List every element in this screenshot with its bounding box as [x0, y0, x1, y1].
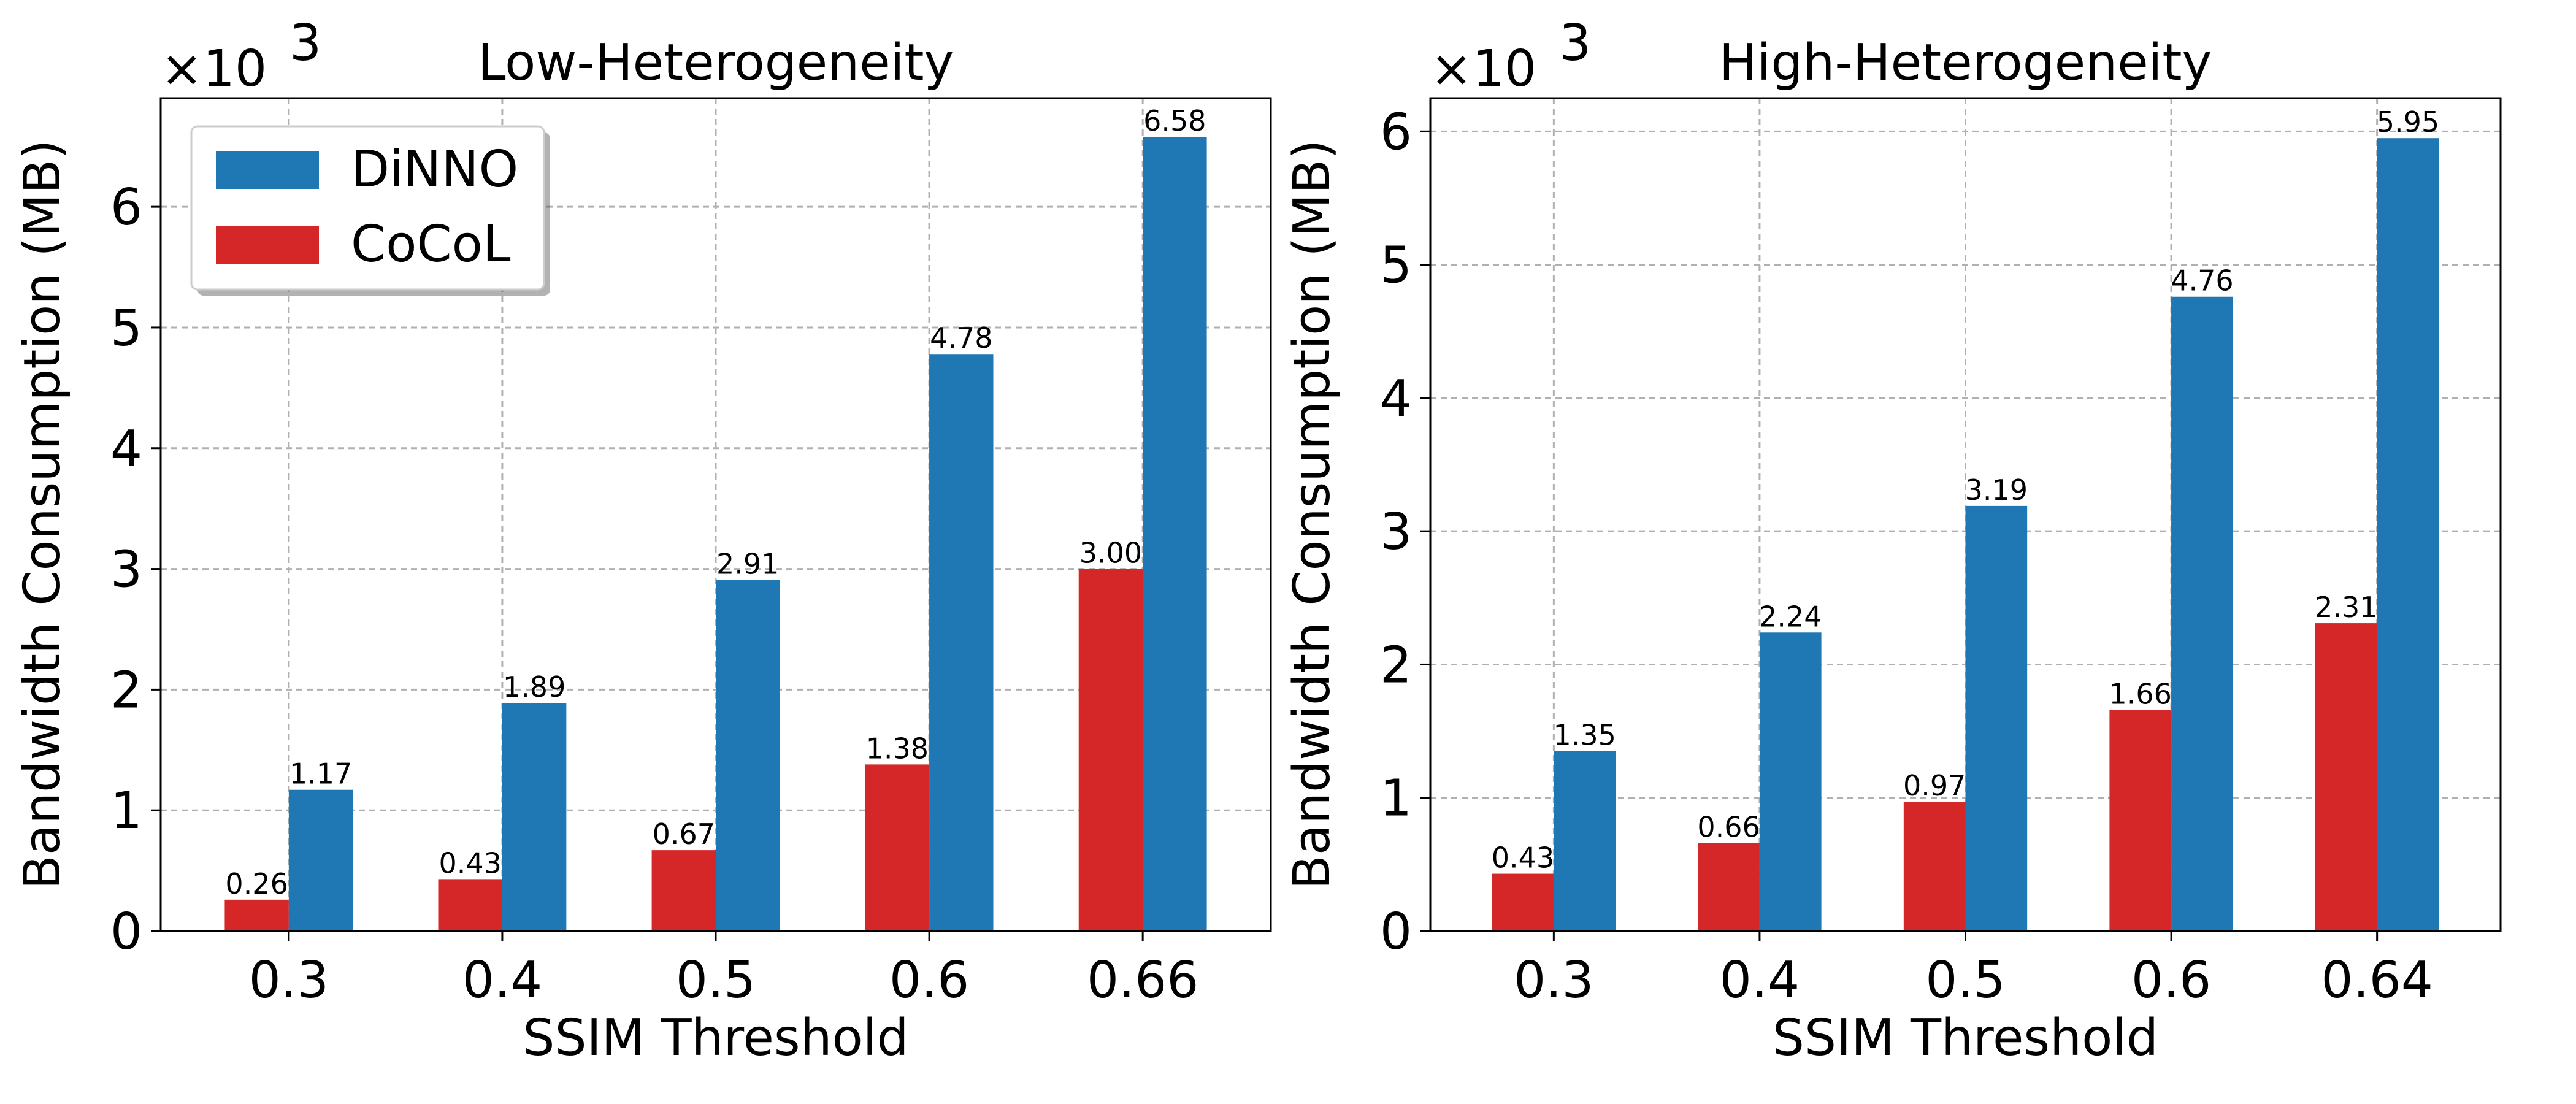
x-tick-label: 0.66 [1087, 951, 1199, 1010]
x-tick-label: 0.4 [462, 951, 542, 1010]
bar-cocol [651, 850, 716, 931]
bar-cocol [1903, 802, 1966, 931]
bar-value-label: 1.35 [1553, 719, 1616, 752]
bar-value-label: 1.89 [503, 670, 565, 703]
y-tick-label: 0 [1380, 903, 1412, 961]
bar-value-label: 0.67 [653, 818, 715, 851]
bar-value-label: 1.66 [2109, 677, 2172, 710]
scale-multiplier: ×10 [161, 40, 267, 98]
x-axis-label: SSIM Threshold [523, 1009, 908, 1067]
x-axis-label: SSIM Threshold [1773, 1009, 2158, 1067]
bar-value-label: 0.26 [225, 867, 288, 900]
bar-cocol [2109, 710, 2172, 931]
panel-1: 0.261.170.431.890.672.911.384.783.006.58… [13, 14, 1272, 1067]
x-tick-label: 0.5 [1925, 951, 2005, 1010]
y-axis-label: Bandwidth Consumption (MB) [1283, 140, 1341, 890]
y-tick-label: 1 [1380, 770, 1412, 828]
y-tick-label: 2 [1380, 636, 1412, 694]
panel-2: 0.431.350.662.240.973.191.664.762.315.95… [1283, 14, 2502, 1067]
x-tick-label: 0.4 [1720, 951, 1800, 1010]
y-tick-label: 3 [110, 541, 142, 599]
bar-cocol [1492, 873, 1554, 931]
bar-value-label: 3.00 [1079, 537, 1142, 570]
x-tick-label: 0.64 [2321, 951, 2433, 1010]
y-tick-label: 0 [110, 903, 142, 961]
bar-cocol [2315, 623, 2377, 931]
bar-dinno [929, 354, 994, 931]
bar-value-label: 0.97 [1903, 769, 1966, 802]
x-tick-label: 0.3 [1514, 951, 1593, 1010]
bar-value-label: 2.31 [2315, 591, 2377, 624]
legend-label-cocol: CoCoL [351, 215, 511, 274]
bar-value-label: 4.76 [2171, 264, 2233, 297]
bar-dinno [1554, 751, 1616, 931]
legend-swatch-dinno [216, 151, 319, 189]
bar-dinno [1965, 505, 2028, 931]
bar-dinno [2377, 138, 2439, 932]
scale-exponent: 3 [1559, 14, 1591, 72]
y-tick-label: 1 [110, 782, 142, 840]
bar-cocol [438, 879, 502, 931]
scale-exponent: 3 [289, 14, 321, 72]
y-tick-label: 3 [1380, 503, 1412, 561]
y-tick-label: 5 [110, 299, 142, 358]
x-tick-label: 0.6 [2131, 951, 2211, 1010]
bar-value-label: 5.95 [2377, 105, 2439, 139]
y-tick-label: 5 [1380, 237, 1412, 295]
bar-value-label: 1.38 [866, 732, 929, 765]
bar-dinno [1143, 136, 1207, 931]
x-tick-label: 0.6 [889, 951, 969, 1010]
bar-cocol [1698, 843, 1760, 931]
bar-value-label: 3.19 [1965, 473, 2028, 507]
chart-title: Low-Heterogeneity [478, 34, 954, 92]
bar-dinno [716, 580, 780, 931]
x-tick-label: 0.5 [676, 951, 756, 1010]
bar-cocol [865, 764, 930, 931]
bar-dinno [288, 789, 353, 931]
scale-multiplier: ×10 [1430, 40, 1536, 98]
y-tick-label: 2 [110, 661, 142, 719]
bar-value-label: 4.78 [930, 321, 992, 355]
bar-value-label: 0.43 [439, 846, 502, 880]
y-tick-label: 4 [1380, 370, 1412, 428]
bar-value-label: 0.66 [1697, 811, 1760, 844]
bar-value-label: 1.17 [289, 757, 352, 791]
y-tick-label: 6 [110, 178, 142, 237]
bar-value-label: 2.24 [1759, 600, 1822, 633]
chart-title: High-Heterogeneity [1719, 34, 2212, 92]
bar-value-label: 6.58 [1143, 104, 1206, 137]
y-axis-label: Bandwidth Consumption (MB) [13, 140, 72, 890]
bar-cocol [1078, 569, 1143, 931]
x-tick-label: 0.3 [249, 951, 329, 1010]
bar-dinno [2171, 296, 2233, 931]
legend-swatch-cocol [216, 226, 319, 264]
legend-label-dinno: DiNNO [351, 140, 518, 199]
y-tick-label: 4 [110, 420, 142, 478]
bar-cocol [224, 899, 289, 931]
bar-dinno [1759, 632, 1822, 931]
bar-value-label: 0.43 [1492, 841, 1554, 875]
y-tick-label: 6 [1380, 103, 1412, 161]
bar-dinno [502, 703, 567, 931]
bar-value-label: 2.91 [716, 547, 779, 580]
